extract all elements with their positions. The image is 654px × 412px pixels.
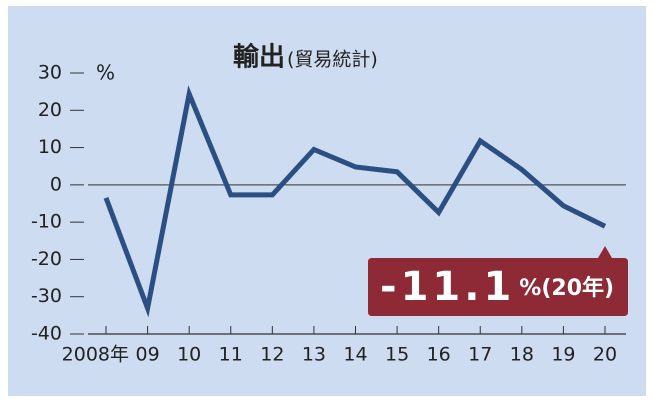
- x-tick-label: 18: [510, 344, 534, 366]
- y-tick-label: 0: [50, 173, 62, 195]
- x-tick-label: 11: [219, 344, 243, 366]
- x-tick-label: 10: [177, 344, 201, 366]
- chart-title: 輸出: [233, 42, 285, 73]
- x-tick-label: 15: [385, 344, 409, 366]
- annotation-box: [368, 246, 628, 316]
- x-tick-label: 13: [302, 344, 326, 366]
- chart-subtitle: (貿易統計): [287, 49, 378, 71]
- x-tick-label: 16: [427, 344, 451, 366]
- x-tick-label: 20: [593, 344, 617, 366]
- x-tick-label: 12: [260, 344, 284, 366]
- x-tick-label: 17: [468, 344, 492, 366]
- x-tick-label: 14: [343, 344, 367, 366]
- y-tick-label: -30: [31, 285, 62, 307]
- y-tick-label: 20: [38, 99, 62, 121]
- y-tick-label: -20: [31, 248, 62, 270]
- data-line: [103, 85, 607, 318]
- x-tick-label: 09: [135, 344, 159, 366]
- annotation-suffix: %(20年): [519, 275, 614, 301]
- y-unit: %: [96, 61, 115, 85]
- y-tick-label: -10: [31, 211, 62, 233]
- annotation-value: -11.1: [380, 264, 515, 310]
- y-tick-label: -40: [31, 323, 62, 345]
- y-tick-label: 10: [38, 136, 62, 158]
- x-tick-label: 2008年: [62, 344, 129, 366]
- annotation-text: -11.1 %(20年): [380, 264, 614, 310]
- background: [8, 6, 646, 396]
- y-tick-label: 30: [38, 62, 62, 84]
- x-tick-label: 19: [551, 344, 575, 366]
